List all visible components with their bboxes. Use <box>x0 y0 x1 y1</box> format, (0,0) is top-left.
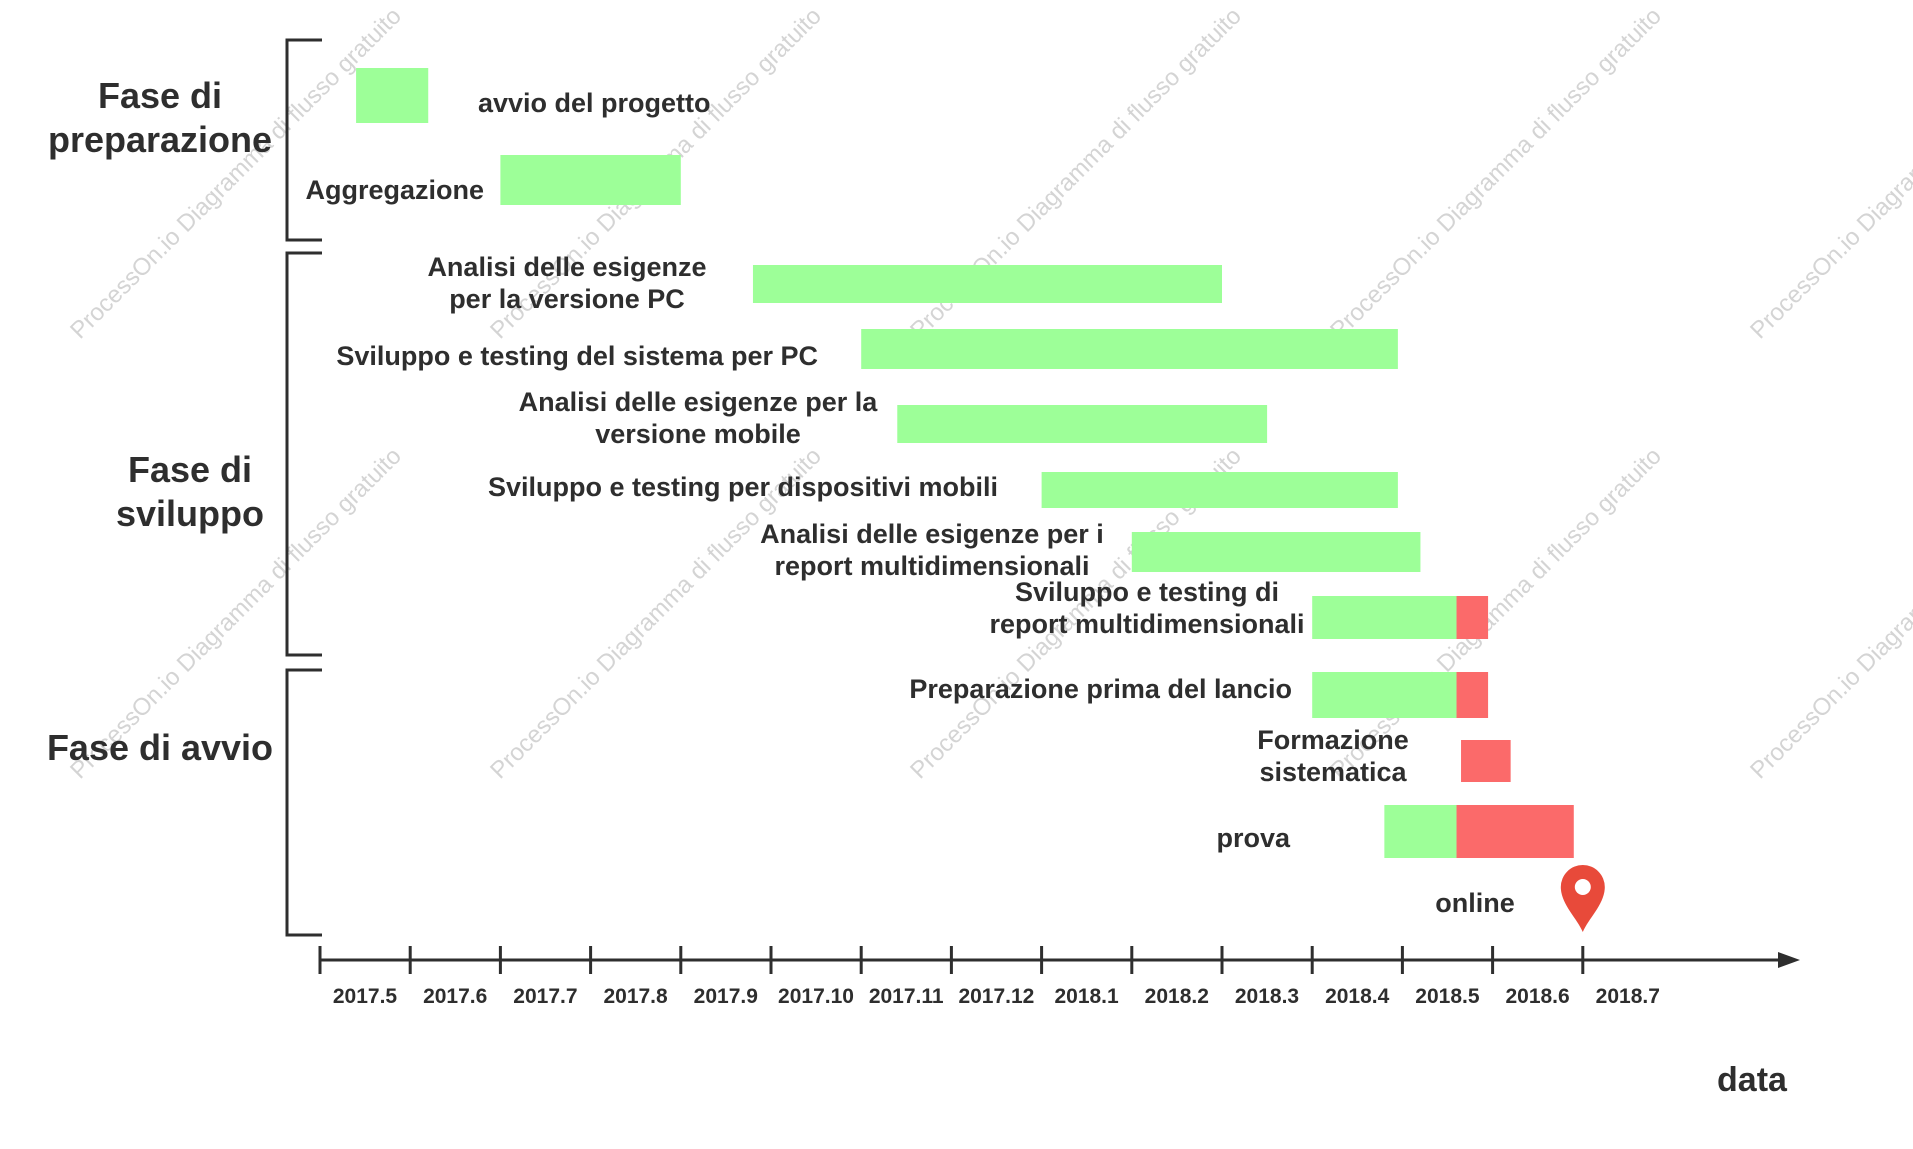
task-label: prova <box>1216 823 1291 853</box>
task-bar-planned <box>1384 805 1457 858</box>
axis-tick-label: 2017.10 <box>778 985 854 1008</box>
task-bar-extended <box>1456 805 1574 858</box>
task-label: Formazione <box>1257 725 1409 755</box>
task-label: sistematica <box>1259 757 1407 787</box>
axis-tick-label: 2017.5 <box>333 985 398 1008</box>
watermark-text: ProcessOn.io Diagramma di flusso gratuit… <box>1325 3 1667 345</box>
axis-tick-label: 2018.3 <box>1235 985 1299 1008</box>
axis-tick-label: 2018.6 <box>1505 985 1569 1008</box>
axis-tick-label: 2018.5 <box>1415 985 1480 1008</box>
watermark-text: ProcessOn.io Diagramma di flusso gratuit… <box>65 3 407 345</box>
phase-label: preparazione <box>48 119 272 160</box>
phase-label: Fase di <box>128 449 252 490</box>
task-bar-planned <box>1041 472 1398 508</box>
location-pin-icon <box>1560 865 1605 932</box>
axis-title: data <box>1717 1061 1788 1099</box>
task-bar-planned <box>1312 596 1457 639</box>
task-label: Aggregazione <box>305 175 484 205</box>
task-label: Sviluppo e testing del sistema per PC <box>336 341 818 371</box>
task-bar-planned <box>897 405 1268 443</box>
phase-label: Fase di <box>98 75 222 116</box>
phase-label: Fase di avvio <box>47 727 273 768</box>
watermark-layer: ProcessOn.io Diagramma di flusso gratuit… <box>65 3 1913 785</box>
axis-tick-label: 2017.11 <box>869 985 944 1008</box>
axis-tick-label: 2018.1 <box>1054 985 1119 1008</box>
task-label: Analisi delle esigenze per la <box>519 387 879 417</box>
axis-tick-label: 2017.6 <box>423 985 487 1008</box>
task-label: versione mobile <box>595 419 801 449</box>
axis-tick-label: 2017.7 <box>513 985 577 1008</box>
phase-label: sviluppo <box>116 493 264 534</box>
watermark-text: ProcessOn.io Diagramma di flusso gratuit… <box>1745 3 1913 345</box>
task-label: per la versione PC <box>449 284 685 314</box>
axis-tick-label: 2018.4 <box>1325 985 1390 1008</box>
task-bar-planned <box>752 265 1222 303</box>
task-label: Sviluppo e testing di <box>1015 577 1279 607</box>
task-bar-planned <box>500 155 681 205</box>
task-bar-planned <box>861 329 1398 369</box>
axis-tick-label: 2017.8 <box>603 985 668 1008</box>
milestone-label: online <box>1435 888 1515 918</box>
task-label: Sviluppo e testing per dispositivi mobil… <box>488 472 998 502</box>
task-label: Analisi delle esigenze per i <box>760 519 1104 549</box>
phase-bracket <box>285 251 322 657</box>
task-bar-planned <box>1312 672 1457 718</box>
watermark-text: ProcessOn.io Diagramma di flusso gratuit… <box>1745 443 1913 785</box>
axis-arrow-icon <box>1778 952 1800 968</box>
phase-bracket <box>285 38 322 242</box>
axis-tick-label: 2017.12 <box>958 985 1034 1008</box>
phase-bracket <box>285 668 322 937</box>
task-bar-planned <box>356 68 429 123</box>
task-label: avvio del progetto <box>478 88 711 118</box>
task-bar-planned <box>1131 532 1421 572</box>
task-label: report multidimensionali <box>989 609 1304 639</box>
axis-tick-label: 2018.7 <box>1596 985 1660 1008</box>
task-label: report multidimensionali <box>774 551 1089 581</box>
task-label: Analisi delle esigenze <box>427 252 706 282</box>
axis-tick-label: 2017.9 <box>694 985 758 1008</box>
task-label: Preparazione prima del lancio <box>909 674 1292 704</box>
axis-tick-label: 2018.2 <box>1145 985 1209 1008</box>
task-bar-extended <box>1456 672 1489 718</box>
task-bar-extended <box>1461 740 1511 782</box>
task-bar-extended <box>1456 596 1489 639</box>
